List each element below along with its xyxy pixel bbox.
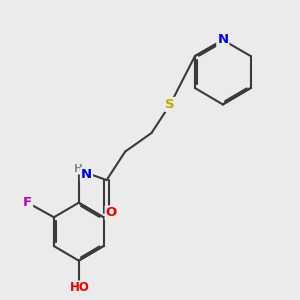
Text: F: F (23, 196, 32, 209)
Text: H: H (74, 164, 83, 174)
Text: N: N (81, 168, 92, 181)
Text: O: O (106, 206, 117, 219)
Text: N: N (217, 34, 228, 46)
Text: HO: HO (70, 281, 90, 294)
Text: S: S (165, 98, 175, 111)
